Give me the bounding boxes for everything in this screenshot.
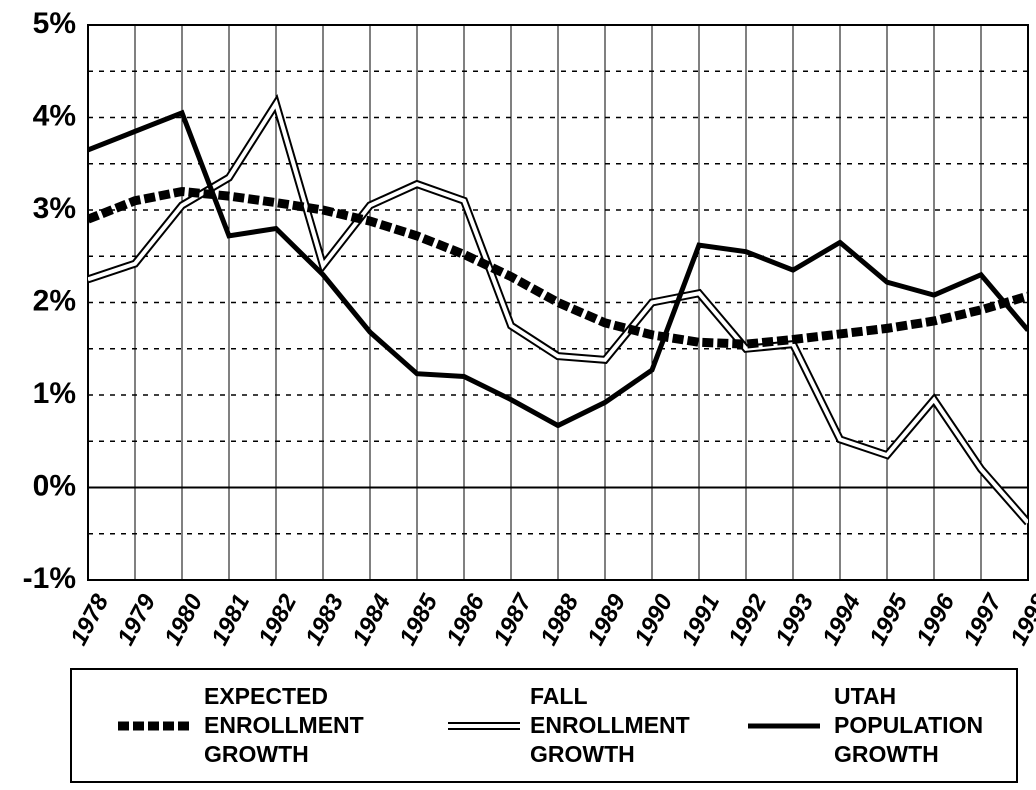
x-tick-label: 1992: [723, 589, 772, 649]
x-tick-label: 1980: [159, 589, 208, 649]
x-tick-label: 1988: [535, 589, 584, 649]
x-tick-label: 1989: [582, 589, 631, 649]
legend-swatch: [448, 722, 520, 730]
x-tick-label: 1982: [253, 589, 302, 649]
x-tick-label: 1994: [817, 590, 866, 650]
legend-label: UTAH POPULATION GROWTH: [834, 683, 984, 767]
x-tick-label: 1984: [347, 590, 396, 650]
x-tick-label: 1990: [629, 589, 678, 649]
y-tick-label: 4%: [33, 99, 76, 132]
x-tick-label: 1996: [911, 589, 960, 649]
x-tick-label: 1987: [488, 589, 538, 650]
y-tick-label: 1%: [33, 377, 76, 410]
x-tick-label: 1991: [676, 590, 725, 650]
legend-label: EXPECTED ENROLLMENT GROWTH: [204, 683, 364, 767]
x-tick-label: 1981: [206, 590, 255, 650]
legend-label: FALL ENROLLMENT GROWTH: [530, 683, 690, 767]
x-tick-label: 1993: [770, 589, 819, 649]
x-tick-label: 1979: [112, 589, 161, 649]
series-line: [88, 109, 1028, 429]
x-tick-label: 1986: [441, 589, 490, 649]
series-line: [88, 186, 1028, 349]
y-tick-label: -1%: [23, 562, 76, 595]
legend-swatch: [118, 721, 190, 731]
chart: 1978197919801981198219831984198519861987…: [23, 7, 1036, 650]
x-tick-label: 1983: [300, 589, 349, 649]
x-tick-label: 1995: [864, 589, 913, 649]
y-tick-label: 5%: [33, 7, 76, 40]
legend-swatch: [748, 723, 820, 729]
x-tick-label: 1978: [65, 589, 114, 649]
plot-frame: [87, 24, 1029, 581]
y-tick-label: 3%: [33, 192, 76, 225]
series-line-inner: [88, 98, 1028, 524]
y-tick-label: 0%: [33, 469, 76, 502]
x-tick-label: 1998: [1005, 589, 1036, 649]
legend: EXPECTED ENROLLMENT GROWTH FALL ENROLLMEN…: [70, 668, 1018, 783]
x-tick-label: 1985: [394, 589, 443, 649]
y-tick-label: 2%: [33, 284, 76, 317]
x-tick-label: 1997: [958, 589, 1008, 650]
